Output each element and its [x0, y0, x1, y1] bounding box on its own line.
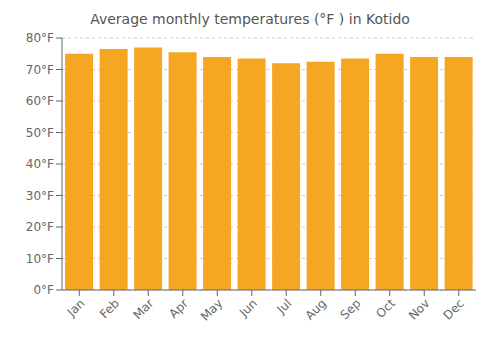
svg-text:50°F: 50°F	[26, 126, 54, 140]
svg-text:70°F: 70°F	[26, 63, 54, 77]
svg-text:40°F: 40°F	[26, 157, 54, 171]
svg-text:Jun: Jun	[236, 296, 260, 320]
html-text:Average monthly temperatures (: Average monthly temperatures (°F ) in Ko…	[90, 11, 410, 27]
svg-text:Jan: Jan	[64, 296, 88, 320]
svg-text:Apr: Apr	[166, 296, 191, 321]
svg-text:80°F: 80°F	[26, 31, 54, 45]
svg-text:Dec: Dec	[441, 296, 467, 322]
svg-text:Mar: Mar	[130, 296, 156, 322]
svg-text:Aug: Aug	[302, 296, 328, 322]
svg-text:30°F: 30°F	[26, 189, 54, 203]
svg-text:20°F: 20°F	[26, 220, 54, 234]
svg-text:0°F: 0°F	[33, 283, 54, 297]
svg-text:Jul: Jul	[274, 296, 295, 317]
svg-text:Nov: Nov	[406, 296, 432, 322]
svg-text:Feb: Feb	[97, 296, 122, 321]
svg-text:10°F: 10°F	[26, 252, 54, 266]
svg-text:Oct: Oct	[373, 296, 398, 321]
svg-text:60°F: 60°F	[26, 94, 54, 108]
svg-text:May: May	[198, 296, 225, 323]
svg-text:Sep: Sep	[337, 296, 363, 322]
